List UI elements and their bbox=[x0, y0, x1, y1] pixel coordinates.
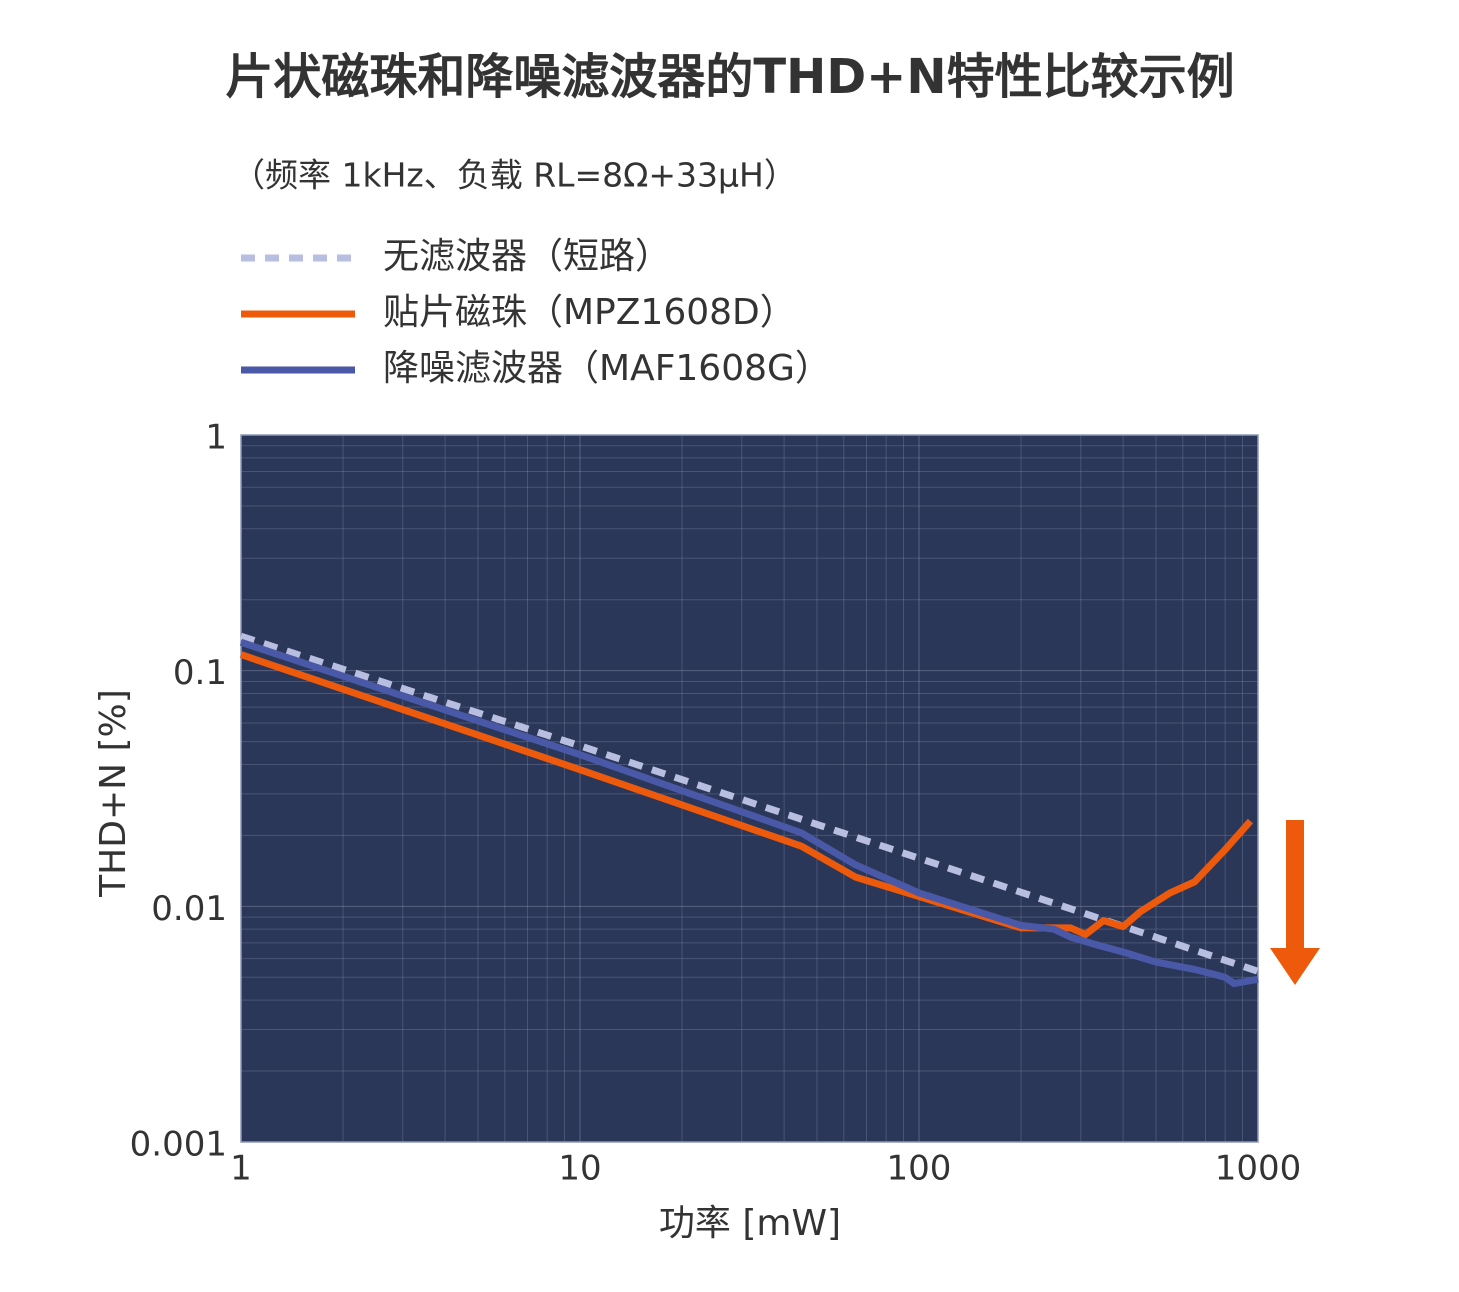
y-tick-label: 1 bbox=[205, 418, 227, 458]
chart-title: 片状磁珠和降噪滤波器的THD+N特性比较示例 bbox=[225, 49, 1234, 105]
y-tick-label: 0.01 bbox=[151, 889, 227, 929]
legend-label: 无滤波器（短路） bbox=[383, 236, 671, 277]
y-axis-label: THD+N [%] bbox=[93, 689, 134, 898]
data-line bbox=[239, 651, 1254, 938]
x-tick-label: 100 bbox=[887, 1149, 952, 1189]
chart-subtitle: （频率 1kHz、负载 RL=8Ω+33μH） bbox=[232, 156, 797, 195]
trend-arrow bbox=[1270, 820, 1320, 985]
x-axis-label: 功率 [mW] bbox=[659, 1203, 841, 1244]
plot-background bbox=[241, 435, 1258, 1142]
legend-label: 降噪滤波器（MAF1608G） bbox=[383, 348, 831, 389]
legend-label: 贴片磁珠（MPZ1608D） bbox=[383, 292, 796, 333]
x-tick-label: 1000 bbox=[1215, 1149, 1302, 1189]
plot-frame bbox=[240, 434, 1259, 1143]
y-tick-label: 0.001 bbox=[130, 1125, 227, 1165]
data-line bbox=[239, 632, 1260, 975]
data-line bbox=[239, 638, 1259, 988]
x-tick-label: 10 bbox=[558, 1149, 601, 1189]
y-tick-label: 0.1 bbox=[173, 653, 227, 693]
x-tick-label: 1 bbox=[230, 1149, 252, 1189]
